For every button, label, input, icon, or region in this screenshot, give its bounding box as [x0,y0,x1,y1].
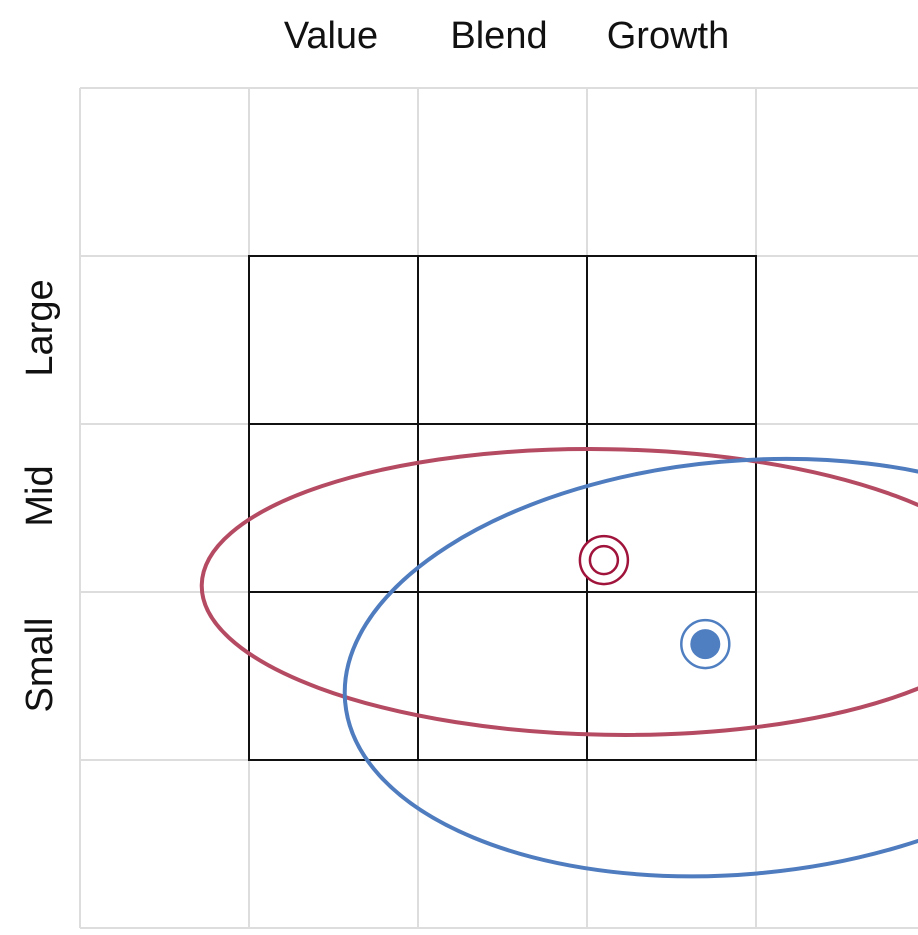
benchmark-point-core [690,629,721,660]
ownership-zones [199,447,918,879]
style-box-cell-mid-value [248,423,419,593]
style-box-cell-large-blend [417,255,588,425]
benchmark-point [680,618,731,670]
fund-point [578,534,630,586]
fund-point-inner-ring [588,544,620,576]
column-label-value: Value [284,15,378,57]
row-label-mid: Mid [19,465,61,526]
centroid-points [578,534,731,670]
style-box-cell-small-value [248,591,419,761]
column-label-blend: Blend [450,15,547,57]
axis-labels: Value Blend Growth Large Mid Small [19,15,729,713]
background-grid [79,87,918,929]
style-box-cell-small-growth [586,591,757,761]
row-label-large: Large [19,279,61,376]
fund-range-ellipse [199,447,918,737]
style-box-grid [248,255,757,761]
column-label-growth: Growth [607,15,729,57]
benchmark-range-ellipse [342,456,918,879]
style-box-cell-large-value [248,255,419,425]
style-box-cell-large-growth [586,255,757,425]
row-label-small: Small [19,617,61,712]
